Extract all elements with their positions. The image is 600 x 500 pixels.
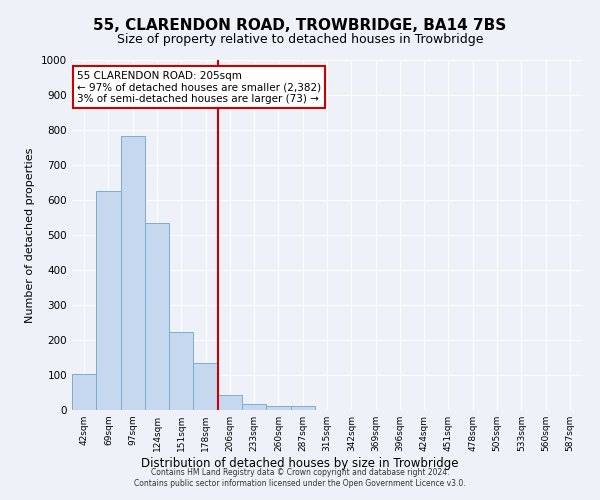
Text: 55 CLARENDON ROAD: 205sqm
← 97% of detached houses are smaller (2,382)
3% of sem: 55 CLARENDON ROAD: 205sqm ← 97% of detac… [77, 70, 321, 104]
Text: Distribution of detached houses by size in Trowbridge: Distribution of detached houses by size … [141, 458, 459, 470]
Bar [242, 404, 266, 410]
Bar [96, 191, 121, 410]
Bar [72, 374, 96, 410]
Bar [145, 223, 169, 410]
Bar [290, 406, 315, 410]
Bar [193, 364, 218, 410]
Bar [218, 395, 242, 410]
Bar [121, 136, 145, 410]
Text: 55, CLARENDON ROAD, TROWBRIDGE, BA14 7BS: 55, CLARENDON ROAD, TROWBRIDGE, BA14 7BS [94, 18, 506, 32]
Y-axis label: Number of detached properties: Number of detached properties [25, 148, 35, 322]
Bar [266, 406, 290, 410]
Text: Size of property relative to detached houses in Trowbridge: Size of property relative to detached ho… [117, 32, 483, 46]
Bar [169, 332, 193, 410]
Text: Contains HM Land Registry data © Crown copyright and database right 2024.
Contai: Contains HM Land Registry data © Crown c… [134, 468, 466, 487]
